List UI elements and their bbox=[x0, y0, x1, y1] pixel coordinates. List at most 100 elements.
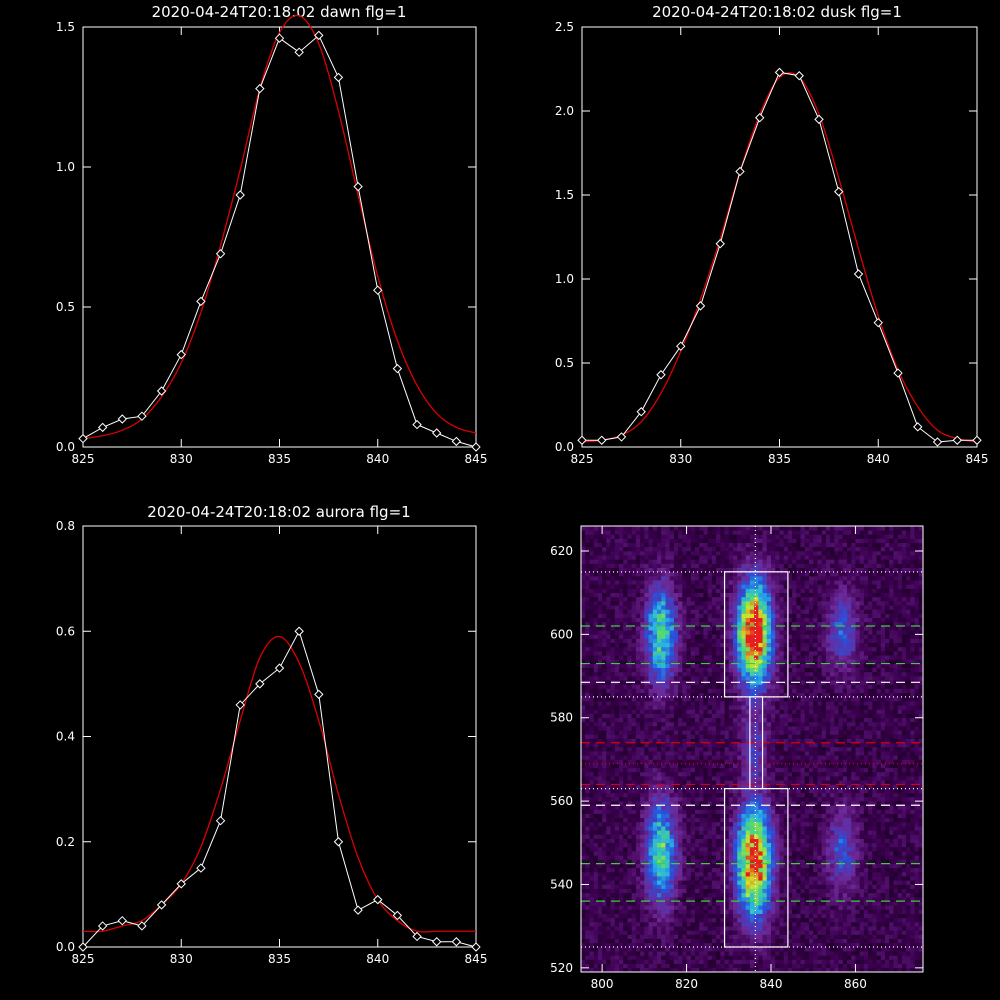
heatmap-cell bbox=[619, 605, 624, 610]
heatmap-cell bbox=[631, 838, 637, 844]
heatmap-cell bbox=[610, 571, 616, 577]
heatmap-cell bbox=[695, 663, 700, 669]
heatmap-cell bbox=[737, 788, 742, 794]
heatmap-cell bbox=[593, 721, 599, 727]
heatmap-cell bbox=[728, 538, 734, 543]
heatmap-cell bbox=[593, 596, 599, 602]
heatmap-cell bbox=[581, 884, 586, 889]
heatmap-cell bbox=[754, 734, 759, 739]
heatmap-cell bbox=[724, 692, 730, 698]
heatmap-cell bbox=[703, 613, 708, 619]
heatmap-cell bbox=[644, 721, 649, 727]
heatmap-cell bbox=[673, 771, 679, 777]
heatmap-cell bbox=[749, 713, 755, 719]
heatmap-cell bbox=[657, 596, 662, 602]
heatmap-cell bbox=[758, 863, 763, 869]
heatmap-cell bbox=[644, 938, 649, 944]
heatmap-cell bbox=[711, 596, 717, 602]
heatmap-cell bbox=[733, 738, 738, 744]
heatmap-cell bbox=[627, 692, 632, 698]
heatmap-cell bbox=[673, 888, 679, 894]
heatmap-cell bbox=[589, 663, 594, 669]
heatmap-cell bbox=[716, 730, 721, 735]
heatmap-cell bbox=[699, 546, 704, 552]
heatmap-cell bbox=[661, 813, 666, 819]
heatmap-cell bbox=[631, 742, 637, 748]
heatmap-cell bbox=[716, 576, 721, 581]
heatmap-cell bbox=[682, 559, 687, 564]
heatmap-cell bbox=[640, 742, 645, 748]
heatmap-cell bbox=[627, 771, 632, 777]
heatmap-cell bbox=[724, 751, 730, 756]
heatmap-cell bbox=[741, 601, 746, 606]
heatmap-cell bbox=[631, 563, 637, 568]
heatmap-cell bbox=[737, 930, 742, 935]
heatmap-cell bbox=[597, 805, 603, 810]
heatmap-cell bbox=[648, 946, 654, 952]
heatmap-cell bbox=[585, 692, 590, 698]
heatmap-cell bbox=[581, 563, 586, 568]
dusk-data-point bbox=[616, 432, 627, 442]
heatmap-cell bbox=[631, 817, 637, 823]
heatmap-cell bbox=[745, 667, 751, 673]
heatmap-cell bbox=[589, 684, 594, 689]
heatmap-cell bbox=[741, 813, 746, 819]
heatmap-cell bbox=[661, 921, 666, 927]
heatmap-cell bbox=[661, 876, 666, 881]
heatmap-cell bbox=[648, 834, 654, 839]
heatmap-cell bbox=[707, 921, 713, 927]
heatmap-cell bbox=[623, 688, 628, 694]
heatmap-cell bbox=[686, 788, 692, 794]
heatmap-cell bbox=[703, 692, 708, 698]
heatmap-cell bbox=[762, 901, 768, 906]
heatmap-cell bbox=[661, 605, 666, 610]
heatmap-cell bbox=[652, 759, 658, 764]
heatmap-cell bbox=[741, 934, 746, 939]
heatmap-cell bbox=[652, 526, 658, 531]
heatmap-cell bbox=[585, 588, 590, 593]
heatmap-cell bbox=[716, 901, 721, 906]
heatmap-cell bbox=[707, 663, 713, 669]
heatmap-cell bbox=[733, 638, 738, 644]
heatmap-cell bbox=[669, 701, 675, 706]
heatmap-cell bbox=[614, 884, 620, 889]
heatmap-cell bbox=[733, 617, 738, 623]
heatmap-cell bbox=[682, 880, 687, 885]
heatmap-cell bbox=[678, 938, 683, 944]
heatmap-cell bbox=[593, 834, 599, 839]
heatmap-cell bbox=[762, 871, 768, 877]
heatmap-cell bbox=[644, 596, 649, 602]
heatmap-cell bbox=[623, 638, 628, 644]
heatmap-cell bbox=[754, 846, 759, 852]
heatmap-cell bbox=[644, 738, 649, 744]
heatmap-cell bbox=[602, 730, 607, 735]
heatmap-cell bbox=[678, 688, 683, 694]
heatmap-cell bbox=[711, 526, 717, 531]
heatmap-cell bbox=[657, 642, 662, 648]
aurora-data-point bbox=[431, 937, 442, 947]
heatmap-cell bbox=[627, 580, 632, 585]
heatmap-cell bbox=[711, 701, 717, 706]
heatmap-cell bbox=[758, 601, 763, 606]
heatmap-cell bbox=[699, 580, 704, 585]
heatmap-cell bbox=[585, 538, 590, 543]
heatmap-cell bbox=[665, 763, 670, 769]
heatmap-cell bbox=[619, 705, 624, 710]
heatmap-cell bbox=[581, 896, 586, 902]
heatmap-cell bbox=[720, 609, 725, 614]
heatmap-cell bbox=[631, 634, 637, 639]
heatmap-cell bbox=[716, 542, 721, 548]
heatmap-cell bbox=[593, 738, 599, 744]
heatmap-cell bbox=[724, 542, 730, 548]
heatmap-cell bbox=[669, 555, 675, 560]
heatmap-cell bbox=[737, 834, 742, 839]
heatmap-cell bbox=[758, 576, 763, 581]
heatmap-cell bbox=[737, 671, 742, 677]
heatmap-cell bbox=[589, 884, 594, 889]
heatmap-cell bbox=[619, 638, 624, 644]
heatmap-cell bbox=[614, 809, 620, 814]
heatmap-cell bbox=[733, 876, 738, 881]
heatmap-cell bbox=[673, 576, 679, 581]
heatmap-cell bbox=[589, 826, 594, 831]
heatmap-cell bbox=[619, 851, 624, 856]
